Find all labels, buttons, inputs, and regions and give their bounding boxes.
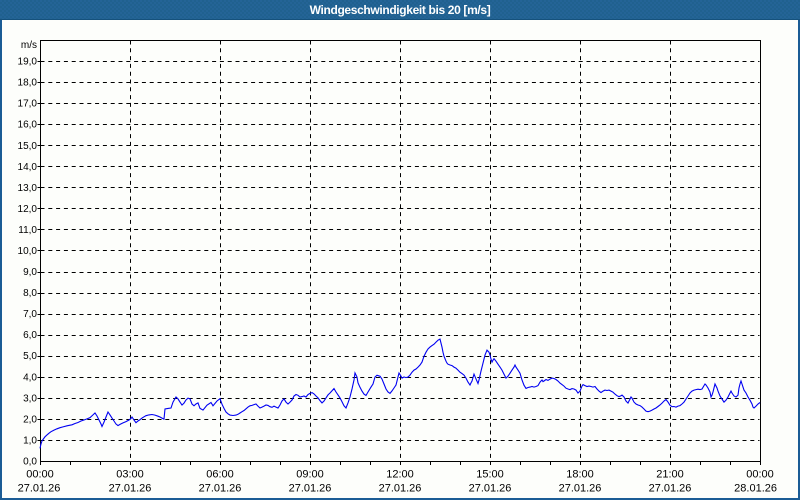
svg-text:10,0: 10,0 <box>18 246 38 257</box>
svg-text:28.01.26: 28.01.26 <box>734 483 777 495</box>
svg-text:27.01.26: 27.01.26 <box>109 483 152 495</box>
svg-text:03:00: 03:00 <box>116 469 144 481</box>
svg-text:27.01.26: 27.01.26 <box>649 483 692 495</box>
svg-text:00:00: 00:00 <box>26 469 54 481</box>
svg-text:17,0: 17,0 <box>18 99 38 110</box>
svg-text:6,0: 6,0 <box>23 330 37 341</box>
svg-text:13,0: 13,0 <box>18 183 38 194</box>
svg-text:5,0: 5,0 <box>23 351 37 362</box>
svg-text:14,0: 14,0 <box>18 162 38 173</box>
svg-text:8,0: 8,0 <box>23 288 37 299</box>
svg-text:18:00: 18:00 <box>566 469 594 481</box>
svg-text:09:00: 09:00 <box>296 469 324 481</box>
svg-text:4,0: 4,0 <box>23 372 37 383</box>
svg-text:15,0: 15,0 <box>18 141 38 152</box>
svg-text:19,0: 19,0 <box>18 57 38 68</box>
svg-text:2,0: 2,0 <box>23 414 37 425</box>
svg-text:7,0: 7,0 <box>23 309 37 320</box>
svg-text:16,0: 16,0 <box>18 120 38 131</box>
svg-text:27.01.26: 27.01.26 <box>289 483 332 495</box>
svg-text:3,0: 3,0 <box>23 393 37 404</box>
svg-text:0,0: 0,0 <box>23 457 37 468</box>
svg-text:27.01.26: 27.01.26 <box>469 483 512 495</box>
svg-text:m/s: m/s <box>21 40 37 51</box>
svg-text:9,0: 9,0 <box>23 267 37 278</box>
svg-text:21:00: 21:00 <box>656 469 684 481</box>
svg-text:15:00: 15:00 <box>476 469 504 481</box>
svg-text:12:00: 12:00 <box>386 469 414 481</box>
svg-text:27.01.26: 27.01.26 <box>18 483 61 495</box>
svg-text:27.01.26: 27.01.26 <box>379 483 422 495</box>
svg-text:12,0: 12,0 <box>18 204 38 215</box>
svg-text:00:00: 00:00 <box>746 469 774 481</box>
svg-text:11,0: 11,0 <box>18 225 37 236</box>
svg-text:06:00: 06:00 <box>206 469 234 481</box>
svg-text:18,0: 18,0 <box>18 78 38 89</box>
svg-text:1,0: 1,0 <box>23 435 37 446</box>
svg-text:27.01.26: 27.01.26 <box>199 483 242 495</box>
svg-text:27.01.26: 27.01.26 <box>559 483 602 495</box>
